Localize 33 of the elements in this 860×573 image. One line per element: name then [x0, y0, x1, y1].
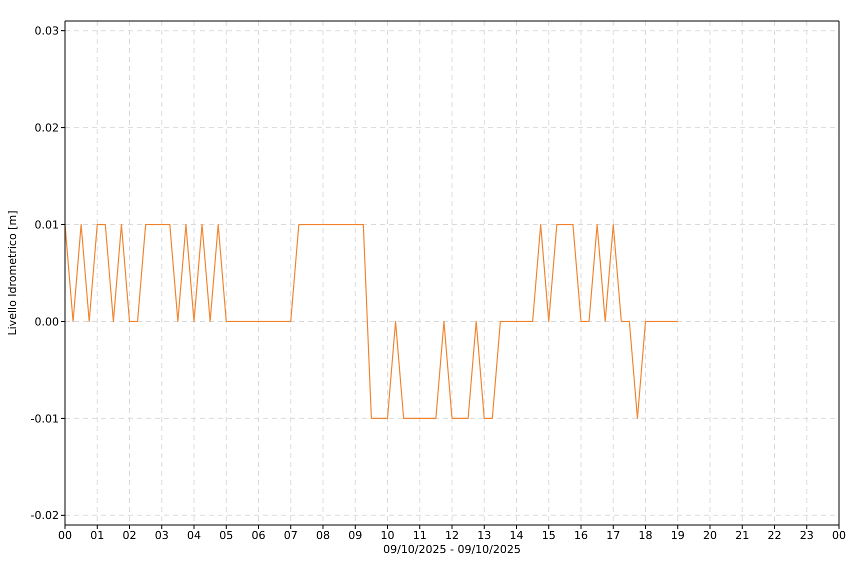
y-tick-label: 0.03 — [34, 24, 59, 38]
x-tick-label: 20 — [703, 528, 717, 542]
y-tick-label: 0.02 — [34, 122, 59, 135]
x-tick-label: 06 — [252, 528, 266, 542]
x-tick-label: 02 — [122, 528, 136, 542]
x-tick-label: 07 — [284, 528, 298, 542]
y-axis-title: Livello Idrometrico [m] — [6, 210, 19, 336]
x-tick-label: 05 — [219, 528, 234, 542]
x-tick-label: 10 — [380, 528, 394, 542]
x-tick-label: 22 — [768, 528, 782, 542]
x-tick-label: 15 — [542, 528, 556, 542]
x-tick-label: 17 — [606, 528, 620, 542]
y-tick-label: 0.01 — [34, 218, 59, 232]
x-axis-title: 09/10/2025 - 09/10/2025 — [383, 543, 521, 556]
x-tick-label: 23 — [800, 528, 814, 542]
y-tick-label: -0.01 — [30, 412, 59, 426]
x-tick-label: 01 — [90, 528, 104, 542]
y-tick-label: 0.00 — [34, 315, 59, 328]
x-tick-label: 03 — [154, 528, 169, 542]
x-tick-label: 08 — [316, 528, 330, 542]
y-tick-label: -0.02 — [30, 509, 59, 522]
x-tick-label: 04 — [187, 528, 201, 542]
x-tick-label: 16 — [574, 528, 588, 542]
x-tick-label: 11 — [412, 528, 427, 542]
x-tick-label: 18 — [638, 528, 652, 542]
x-tick-label: 13 — [477, 528, 492, 542]
x-tick-label: 00 — [832, 528, 846, 542]
x-tick-label: 09 — [348, 528, 362, 542]
x-tick-label: 19 — [670, 528, 685, 542]
x-tick-label: 12 — [445, 528, 459, 542]
x-tick-label: 21 — [735, 528, 750, 542]
x-tick-label: 00 — [58, 528, 72, 542]
x-tick-label: 14 — [510, 528, 524, 542]
